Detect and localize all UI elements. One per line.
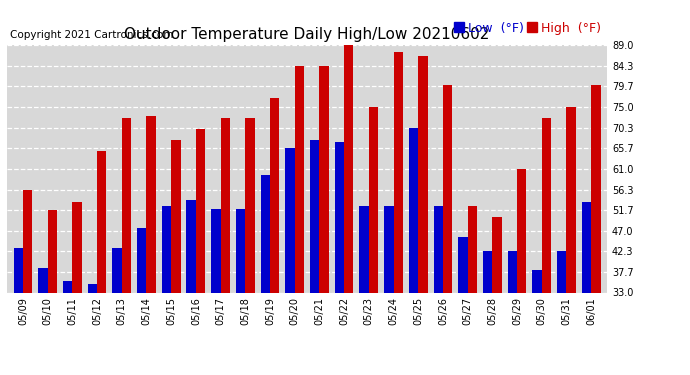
Bar — [221, 118, 230, 292]
Bar — [433, 206, 443, 292]
Bar — [468, 206, 477, 292]
Bar — [517, 169, 526, 292]
Bar — [295, 66, 304, 292]
Text: Copyright 2021 Cartronics.com: Copyright 2021 Cartronics.com — [10, 30, 173, 40]
Bar — [566, 107, 576, 292]
Bar — [48, 210, 57, 292]
Bar — [384, 206, 393, 292]
Bar — [591, 85, 600, 292]
Bar — [146, 116, 156, 292]
Bar — [319, 66, 329, 292]
Bar — [236, 209, 245, 292]
Bar — [359, 206, 369, 292]
Bar — [533, 270, 542, 292]
Bar — [261, 176, 270, 292]
Bar — [63, 282, 72, 292]
Bar — [88, 284, 97, 292]
Bar — [483, 251, 493, 292]
Bar — [285, 148, 295, 292]
Title: Outdoor Temperature Daily High/Low 20210602: Outdoor Temperature Daily High/Low 20210… — [124, 27, 490, 42]
Bar — [582, 202, 591, 292]
Bar — [310, 140, 319, 292]
Bar — [458, 237, 468, 292]
Bar — [38, 268, 48, 292]
Bar — [137, 228, 146, 292]
Bar — [14, 248, 23, 292]
Bar — [211, 209, 221, 292]
Bar — [369, 107, 378, 292]
Bar — [196, 129, 205, 292]
Bar — [186, 200, 196, 292]
Bar — [393, 52, 403, 292]
Bar — [443, 85, 453, 292]
Bar — [270, 98, 279, 292]
Bar — [344, 45, 353, 292]
Bar — [493, 217, 502, 292]
Bar — [171, 140, 181, 292]
Bar — [112, 248, 121, 292]
Bar — [23, 189, 32, 292]
Bar — [72, 202, 81, 292]
Bar — [508, 251, 517, 292]
Bar — [542, 118, 551, 292]
Bar — [161, 206, 171, 292]
Bar — [557, 251, 566, 292]
Bar — [245, 118, 255, 292]
Bar — [335, 142, 344, 292]
Legend: Low  (°F), High  (°F): Low (°F), High (°F) — [454, 21, 601, 34]
Bar — [418, 56, 428, 292]
Bar — [97, 151, 106, 292]
Bar — [409, 128, 418, 292]
Bar — [121, 118, 131, 292]
